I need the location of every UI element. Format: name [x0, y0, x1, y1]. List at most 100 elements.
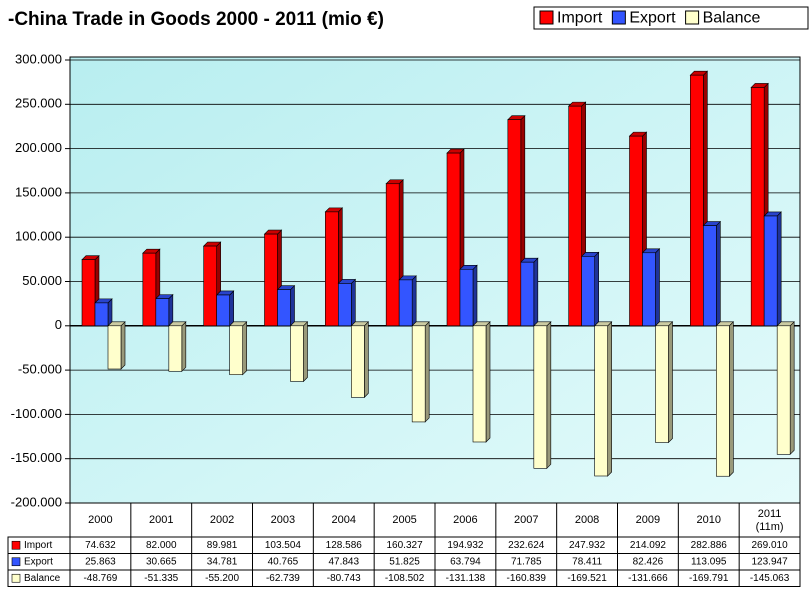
bar: [520, 261, 535, 327]
bar-side: [107, 298, 113, 327]
table-value: -62.739: [266, 573, 300, 584]
table-value: 82.426: [633, 556, 664, 567]
bar-side: [655, 248, 660, 327]
bar-side: [303, 321, 308, 383]
bar: [168, 325, 183, 372]
bar: [472, 325, 487, 443]
bar-side: [168, 293, 174, 327]
table-value: 282.886: [691, 540, 728, 551]
y-tick-label: 150.000: [15, 184, 62, 199]
bar: [581, 256, 595, 327]
table-value: -48.769: [83, 573, 117, 584]
table-value: 113.095: [691, 556, 727, 567]
legend-label: Export: [629, 10, 676, 27]
bar: [568, 105, 582, 327]
table-value: -169.791: [689, 573, 729, 584]
table-value: 47.843: [328, 556, 359, 567]
table-value: -51.335: [144, 573, 178, 584]
table-value: 74.632: [85, 540, 116, 551]
table-value: 123.947: [752, 556, 789, 567]
plot-area: [69, 56, 801, 504]
table-value: 30.665: [146, 556, 177, 567]
bar: [703, 225, 717, 327]
chart-title: -China Trade in Goods 2000 - 2011 (mio €…: [8, 9, 384, 30]
y-tick-label: -200.000: [11, 494, 62, 509]
table-value: -108.502: [385, 573, 425, 584]
bar: [81, 259, 96, 327]
bar-side: [716, 220, 721, 327]
bar-side: [472, 264, 478, 327]
bar-side: [776, 211, 782, 327]
x-tick-label: 2005: [392, 514, 416, 526]
bar: [203, 245, 217, 327]
y-tick-label: 100.000: [15, 229, 62, 244]
y-tick-label: 300.000: [15, 51, 62, 66]
bar: [142, 252, 157, 327]
row-label: Import: [24, 540, 53, 551]
y-tick-label: -100.000: [11, 406, 62, 421]
table-value: 128.586: [326, 540, 363, 551]
bar-side: [485, 321, 491, 443]
bar-side: [181, 321, 187, 373]
y-tick-label: 250.000: [15, 96, 62, 111]
table-value: 269.010: [752, 540, 789, 551]
bar-side: [290, 284, 295, 327]
legend-label: Balance: [703, 10, 761, 27]
bar: [459, 268, 474, 327]
table-value: 78.411: [572, 556, 602, 567]
bar: [107, 325, 122, 370]
table-value: 194.932: [447, 540, 484, 551]
legend-key: [11, 540, 21, 550]
row-label: Balance: [24, 573, 61, 584]
y-tick-label: -50.000: [18, 362, 62, 377]
legend-key: [11, 557, 21, 567]
bar: [385, 183, 400, 327]
x-tick-label: 2011 (11m): [756, 508, 784, 533]
bar: [155, 298, 170, 327]
table-value: 232.624: [508, 540, 545, 551]
bar-side: [120, 321, 126, 370]
bar-side: [411, 275, 417, 327]
x-tick-label: 2003: [271, 514, 295, 526]
bar-side: [242, 321, 247, 376]
bar: [642, 252, 656, 327]
y-tick-label: 50.000: [22, 273, 62, 288]
bar-side: [364, 321, 369, 399]
bar: [763, 215, 778, 327]
bar-side: [546, 321, 552, 470]
table-value: 34.781: [207, 556, 238, 567]
bar: [655, 325, 669, 443]
x-tick-label: 2001: [149, 514, 173, 526]
bar: [398, 279, 413, 327]
x-tick-label: 2008: [575, 514, 599, 526]
bar: [776, 325, 791, 455]
bar-side: [668, 321, 673, 444]
table-value: -80.743: [327, 573, 361, 584]
legend-key: [611, 10, 626, 25]
bar: [229, 325, 243, 376]
bar: [325, 211, 339, 327]
y-tick-label: 0: [55, 317, 62, 332]
table-value: 82.000: [146, 540, 177, 551]
x-tick-label: 2009: [636, 514, 660, 526]
table-value: 247.932: [569, 540, 606, 551]
legend-key: [539, 10, 554, 25]
bar-side: [594, 251, 599, 327]
bar-side: [607, 321, 612, 477]
bar: [716, 325, 730, 477]
table-value: 51.825: [389, 556, 420, 567]
table-value: 40.765: [268, 556, 299, 567]
legend-box: [533, 6, 809, 30]
legend-key: [11, 573, 21, 583]
table-value: 63.794: [450, 556, 481, 567]
x-tick-label: 2002: [210, 514, 234, 526]
table-value: -169.521: [567, 573, 607, 584]
bar: [411, 325, 426, 423]
bar: [690, 74, 704, 327]
bar: [264, 233, 278, 327]
bar-side: [789, 321, 795, 456]
x-tick-label: 2007: [514, 514, 538, 526]
y-tick-label: 200.000: [15, 140, 62, 155]
bar-side: [229, 290, 234, 327]
legend-key: [685, 10, 700, 25]
